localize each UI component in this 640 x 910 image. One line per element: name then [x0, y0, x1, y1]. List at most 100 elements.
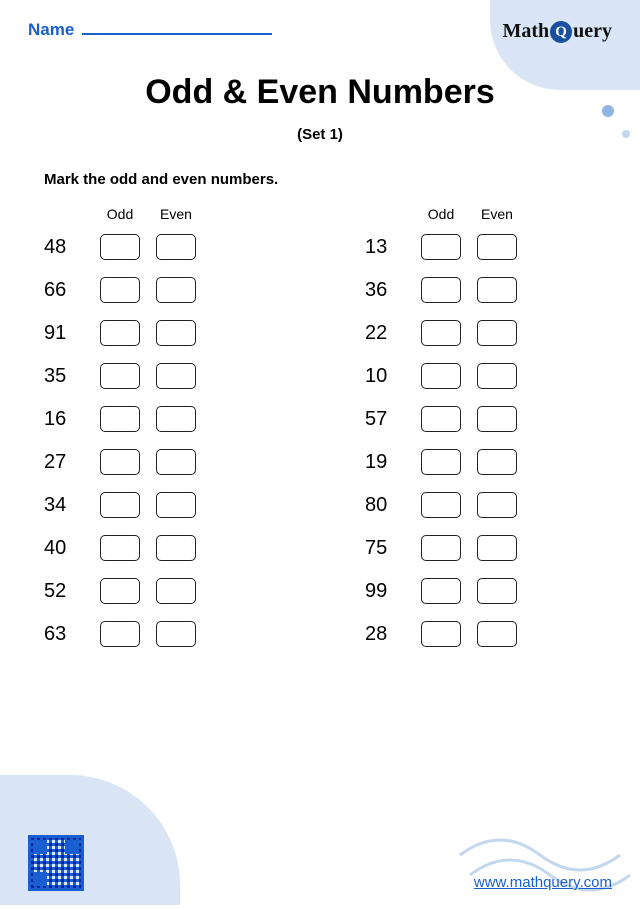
worksheet-row: 36 [365, 277, 596, 303]
worksheet-row: 52 [44, 578, 275, 604]
odd-checkbox[interactable] [421, 449, 461, 475]
number-value: 34 [44, 494, 92, 517]
footer-url: www.mathquery.com [474, 874, 612, 891]
title-block: Odd & Even Numbers (Set 1) [0, 73, 640, 143]
number-value: 57 [365, 408, 413, 431]
column-right: Odd Even 13 36 22 10 57 19 80 75 99 28 [365, 206, 596, 664]
odd-checkbox[interactable] [100, 234, 140, 260]
column-left: Odd Even 48 66 91 35 16 27 34 40 52 63 [44, 206, 275, 664]
number-value: 10 [365, 365, 413, 388]
odd-checkbox[interactable] [421, 621, 461, 647]
odd-checkbox[interactable] [100, 320, 140, 346]
worksheet-row: 99 [365, 578, 596, 604]
brand-pre: Math [502, 20, 549, 42]
number-value: 13 [365, 236, 413, 259]
worksheet-row: 28 [365, 621, 596, 647]
even-checkbox[interactable] [477, 277, 517, 303]
odd-checkbox[interactable] [100, 578, 140, 604]
worksheet-row: 63 [44, 621, 275, 647]
worksheet-row: 34 [44, 492, 275, 518]
odd-checkbox[interactable] [100, 621, 140, 647]
even-checkbox[interactable] [156, 492, 196, 518]
even-checkbox[interactable] [156, 578, 196, 604]
number-value: 36 [365, 279, 413, 302]
number-value: 99 [365, 580, 413, 603]
even-checkbox[interactable] [477, 449, 517, 475]
column-headers: Odd Even [44, 206, 275, 222]
worksheet-row: 66 [44, 277, 275, 303]
worksheet-row: 80 [365, 492, 596, 518]
odd-checkbox[interactable] [100, 363, 140, 389]
footer: www.mathquery.com [0, 835, 640, 891]
qr-code-icon [28, 835, 84, 891]
worksheet-row: 57 [365, 406, 596, 432]
odd-checkbox[interactable] [421, 363, 461, 389]
worksheet-row: 35 [44, 363, 275, 389]
odd-checkbox[interactable] [421, 277, 461, 303]
name-label: Name [28, 20, 74, 40]
brand-q-icon: Q [550, 21, 572, 43]
number-value: 66 [44, 279, 92, 302]
even-checkbox[interactable] [156, 363, 196, 389]
worksheet-row: 75 [365, 535, 596, 561]
instruction-text: Mark the odd and even numbers. [44, 171, 640, 188]
even-checkbox[interactable] [156, 277, 196, 303]
odd-checkbox[interactable] [421, 535, 461, 561]
name-field: Name [28, 20, 272, 40]
worksheet-row: 19 [365, 449, 596, 475]
odd-checkbox[interactable] [100, 406, 140, 432]
odd-checkbox[interactable] [421, 234, 461, 260]
number-value: 28 [365, 623, 413, 646]
even-checkbox[interactable] [477, 535, 517, 561]
even-checkbox[interactable] [477, 234, 517, 260]
header-even: Even [148, 206, 204, 222]
odd-checkbox[interactable] [100, 277, 140, 303]
even-checkbox[interactable] [477, 320, 517, 346]
number-value: 16 [44, 408, 92, 431]
number-value: 91 [44, 322, 92, 345]
number-value: 52 [44, 580, 92, 603]
odd-checkbox[interactable] [100, 492, 140, 518]
even-checkbox[interactable] [156, 449, 196, 475]
even-checkbox[interactable] [156, 535, 196, 561]
name-input-line[interactable] [82, 33, 272, 35]
even-checkbox[interactable] [477, 492, 517, 518]
page-subtitle: (Set 1) [0, 126, 640, 143]
even-checkbox[interactable] [477, 406, 517, 432]
even-checkbox[interactable] [477, 578, 517, 604]
even-checkbox[interactable] [156, 234, 196, 260]
even-checkbox[interactable] [156, 621, 196, 647]
even-checkbox[interactable] [156, 406, 196, 432]
number-value: 19 [365, 451, 413, 474]
worksheet-row: 13 [365, 234, 596, 260]
header-even: Even [469, 206, 525, 222]
odd-checkbox[interactable] [421, 406, 461, 432]
page-title: Odd & Even Numbers [0, 73, 640, 112]
number-value: 40 [44, 537, 92, 560]
odd-checkbox[interactable] [421, 320, 461, 346]
brand-post: uery [573, 20, 612, 42]
number-value: 22 [365, 322, 413, 345]
odd-checkbox[interactable] [100, 449, 140, 475]
worksheet-row: 48 [44, 234, 275, 260]
header-odd: Odd [413, 206, 469, 222]
odd-checkbox[interactable] [421, 492, 461, 518]
odd-checkbox[interactable] [421, 578, 461, 604]
number-value: 63 [44, 623, 92, 646]
worksheet-columns: Odd Even 48 66 91 35 16 27 34 40 52 63 Odd Even 1… [0, 206, 640, 664]
header: Name MathQuery [0, 0, 640, 43]
number-value: 80 [365, 494, 413, 517]
even-checkbox[interactable] [156, 320, 196, 346]
number-value: 35 [44, 365, 92, 388]
worksheet-row: 27 [44, 449, 275, 475]
number-value: 75 [365, 537, 413, 560]
even-checkbox[interactable] [477, 621, 517, 647]
number-value: 48 [44, 236, 92, 259]
even-checkbox[interactable] [477, 363, 517, 389]
worksheet-row: 16 [44, 406, 275, 432]
odd-checkbox[interactable] [100, 535, 140, 561]
header-odd: Odd [92, 206, 148, 222]
worksheet-row: 22 [365, 320, 596, 346]
brand-logo: MathQuery [502, 20, 612, 43]
column-headers: Odd Even [365, 206, 596, 222]
